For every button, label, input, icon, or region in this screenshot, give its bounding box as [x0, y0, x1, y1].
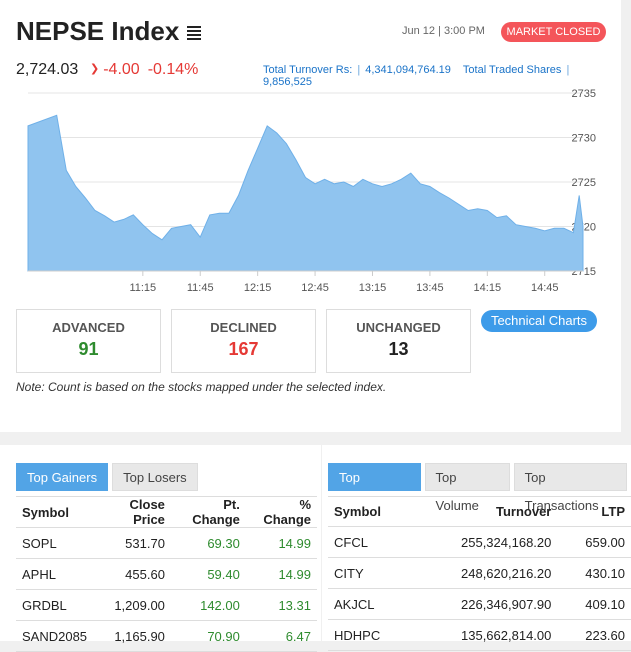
- x-tick-label: 14:45: [531, 282, 559, 294]
- turnover-cell: 135,662,814.00: [411, 619, 558, 651]
- symbol-cell[interactable]: AKJCL: [328, 588, 412, 620]
- pt-change-cell: 142.00: [170, 589, 246, 621]
- advanced-label: ADVANCED: [52, 320, 125, 335]
- table-row[interactable]: HDHPC 135,662,814.00 223.60: [328, 619, 631, 651]
- col-pt-change[interactable]: Pt. Change: [170, 496, 246, 528]
- y-tick-label: 2735: [572, 88, 596, 100]
- price-cell: 1,165.90: [93, 620, 171, 652]
- declined-stat: DECLINED 167: [171, 309, 316, 373]
- unchanged-value: 13: [388, 339, 409, 359]
- price-cell: 531.70: [93, 527, 171, 559]
- point-change: -4.00: [103, 61, 140, 78]
- tab-top-losers[interactable]: Top Losers: [112, 463, 198, 491]
- turnover-tabs: Top Turnover Top Volume Top Transactions: [328, 463, 631, 513]
- advanced-value: 91: [78, 339, 99, 359]
- turnover-cell: 248,620,216.20: [411, 557, 558, 589]
- ltp-cell: 409.10: [557, 588, 631, 620]
- turnover-value: 4,341,094,764.19: [365, 64, 451, 76]
- market-datetime: Jun 12 | 3:00 PM: [402, 25, 485, 37]
- table-row[interactable]: SAND2085 1,165.90 70.90 6.47: [16, 620, 317, 652]
- index-area-series: [27, 114, 584, 272]
- pt-change-cell: 59.40: [170, 558, 246, 590]
- symbol-cell[interactable]: CITY: [328, 557, 412, 589]
- turnover-table: Symbol Turnover LTP CFCL 255,324,168.20 65…: [328, 496, 631, 651]
- table-header-row: Symbol Close Price Pt. Change % Change: [16, 496, 317, 528]
- col-symbol[interactable]: Symbol: [328, 496, 412, 527]
- col-turnover[interactable]: Turnover: [411, 496, 558, 527]
- index-change: ❯ -4.00 -0.14%: [90, 61, 198, 79]
- col-close-price[interactable]: Close Price: [93, 496, 171, 528]
- gainers-panel: Top Gainers Top Losers Symbol Close Pric…: [0, 445, 321, 652]
- turnover-cell: 255,324,168.20: [411, 526, 558, 558]
- pct-change-cell: 6.47: [245, 620, 317, 652]
- chevron-down-icon: ❯: [90, 63, 100, 75]
- col-symbol[interactable]: Symbol: [16, 496, 94, 528]
- unchanged-stat: UNCHANGED 13: [326, 309, 471, 373]
- x-tick-label: 13:45: [416, 282, 444, 294]
- x-tick-label: 14:15: [474, 282, 502, 294]
- technical-charts-button[interactable]: Technical Charts: [481, 310, 597, 332]
- x-tick-label: 13:15: [359, 282, 387, 294]
- shares-value: 9,856,525: [263, 76, 312, 88]
- index-value: 2,724.03: [16, 61, 79, 78]
- index-card: NEPSE Index Jun 12 | 3:00 PM MARKET CLOS…: [0, 0, 621, 432]
- pct-change-cell: 14.99: [245, 558, 317, 590]
- declined-value: 167: [228, 339, 259, 359]
- pct-change-cell: 14.99: [245, 527, 317, 559]
- index-title: NEPSE Index: [16, 16, 180, 46]
- tab-top-transactions[interactable]: Top Transactions: [513, 463, 627, 513]
- table-row[interactable]: CITY 248,620,216.20 430.10: [328, 557, 631, 589]
- declined-label: DECLINED: [210, 320, 277, 335]
- symbol-cell[interactable]: CFCL: [328, 526, 412, 558]
- advanced-stat: ADVANCED 91: [16, 309, 161, 373]
- turnover-panel: Top Turnover Top Volume Top Transactions…: [322, 445, 631, 651]
- table-row[interactable]: GRDBL 1,209.00 142.00 13.31: [16, 589, 317, 621]
- ltp-cell: 659.00: [557, 526, 631, 558]
- gainers-tabs: Top Gainers Top Losers: [16, 463, 202, 491]
- count-note: Note: Count is based on the stocks mappe…: [16, 380, 387, 394]
- percent-change: -0.14%: [147, 61, 199, 78]
- shares-label: Total Traded Shares: [462, 64, 562, 76]
- menu-icon[interactable]: [187, 25, 202, 40]
- symbol-cell[interactable]: HDHPC: [328, 619, 412, 651]
- page-title: NEPSE Index: [16, 16, 202, 47]
- unchanged-label: UNCHANGED: [356, 320, 441, 335]
- symbol-cell[interactable]: SOPL: [16, 527, 94, 559]
- pt-change-cell: 70.90: [170, 620, 246, 652]
- symbol-cell[interactable]: GRDBL: [16, 589, 94, 621]
- y-tick-label: 2725: [572, 177, 596, 189]
- turnover-summary: Total Turnover Rs: | 4,341,094,764.19 To…: [263, 64, 570, 88]
- pt-change-cell: 69.30: [170, 527, 246, 559]
- tab-top-volume[interactable]: Top Volume: [424, 463, 510, 513]
- tab-top-turnover[interactable]: Top Turnover: [328, 463, 421, 513]
- tab-top-gainers[interactable]: Top Gainers: [16, 463, 109, 491]
- y-tick-label: 2730: [572, 133, 596, 145]
- turnover-label: Total Turnover Rs:: [263, 64, 353, 76]
- col-pct-change[interactable]: % Change: [245, 496, 317, 528]
- x-tick-label: 11:15: [129, 282, 156, 294]
- pct-change-cell: 13.31: [245, 589, 317, 621]
- symbol-cell[interactable]: SAND2085: [16, 620, 94, 652]
- ltp-cell: 223.60: [557, 619, 631, 651]
- ltp-cell: 430.10: [557, 557, 631, 589]
- x-tick-label: 12:15: [244, 282, 272, 294]
- table-row[interactable]: APHL 455.60 59.40 14.99: [16, 558, 317, 590]
- gainers-table: Symbol Close Price Pt. Change % Change S…: [16, 496, 317, 652]
- market-status-badge: MARKET CLOSED: [501, 22, 606, 42]
- col-ltp[interactable]: LTP: [557, 496, 631, 527]
- price-cell: 1,209.00: [93, 589, 171, 621]
- table-row[interactable]: SOPL 531.70 69.30 14.99: [16, 527, 317, 559]
- turnover-cell: 226,346,907.90: [411, 588, 558, 620]
- price-cell: 455.60: [93, 558, 171, 590]
- table-header-row: Symbol Turnover LTP: [328, 496, 631, 527]
- symbol-cell[interactable]: APHL: [16, 558, 94, 590]
- table-row[interactable]: AKJCL 226,346,907.90 409.10: [328, 588, 631, 620]
- x-tick-label: 12:45: [301, 282, 329, 294]
- x-tick-label: 11:45: [187, 282, 214, 294]
- table-row[interactable]: CFCL 255,324,168.20 659.00: [328, 526, 631, 558]
